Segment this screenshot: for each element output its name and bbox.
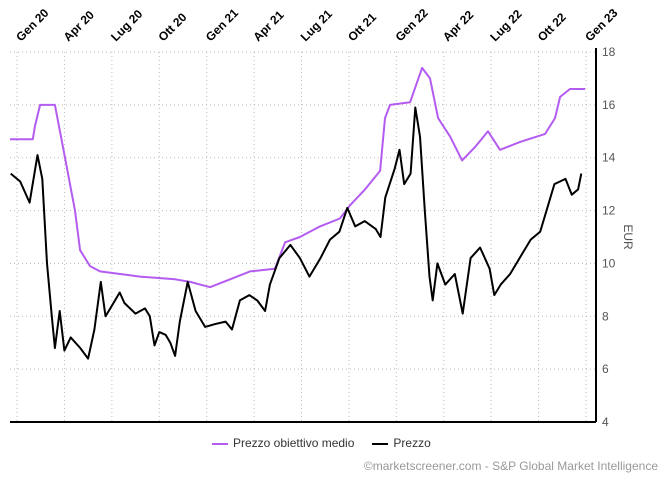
price-line bbox=[10, 106, 583, 360]
x-tick-label: Lug 21 bbox=[298, 7, 335, 44]
y-tick-label: 10 bbox=[602, 256, 616, 270]
x-tick-label: Ott 22 bbox=[535, 10, 569, 44]
x-tick-label: Ott 20 bbox=[155, 10, 189, 44]
y-tick-label: 14 bbox=[602, 151, 616, 165]
y-tick-label: 6 bbox=[602, 362, 609, 376]
x-tick-label: Ott 21 bbox=[345, 10, 379, 44]
x-tick-label: Apr 21 bbox=[250, 8, 287, 45]
legend-item-target[interactable]: Prezzo obiettivo medio bbox=[212, 436, 354, 450]
y-tick-label: 8 bbox=[602, 309, 609, 323]
y-tick-label: 18 bbox=[602, 45, 616, 59]
legend-item-price[interactable]: Prezzo bbox=[372, 436, 431, 450]
x-tick-label: Apr 20 bbox=[61, 8, 98, 45]
target-price-line bbox=[10, 66, 586, 289]
x-tick-label: Gen 20 bbox=[13, 6, 51, 44]
x-tick-label: Gen 21 bbox=[203, 6, 241, 44]
x-tick-label: Gen 22 bbox=[393, 6, 431, 44]
y-axis-label: EUR bbox=[621, 224, 635, 250]
legend-swatch-price bbox=[372, 442, 389, 445]
legend-label-price: Prezzo bbox=[393, 436, 431, 450]
x-tick-label: Lug 20 bbox=[108, 7, 145, 44]
x-tick-label: Apr 22 bbox=[440, 8, 477, 45]
x-tick-label: Lug 22 bbox=[487, 7, 524, 44]
x-tick-label: Gen 23 bbox=[582, 6, 620, 44]
legend-swatch-target bbox=[212, 442, 228, 445]
credit-text: ©marketscreener.com - S&P Global Market … bbox=[363, 459, 658, 473]
legend: Prezzo obiettivo medio Prezzo bbox=[212, 436, 431, 450]
y-tick-label: 4 bbox=[602, 415, 609, 429]
legend-label-target: Prezzo obiettivo medio bbox=[233, 436, 355, 450]
y-tick-label: 12 bbox=[602, 204, 616, 218]
y-tick-label: 16 bbox=[602, 98, 616, 112]
